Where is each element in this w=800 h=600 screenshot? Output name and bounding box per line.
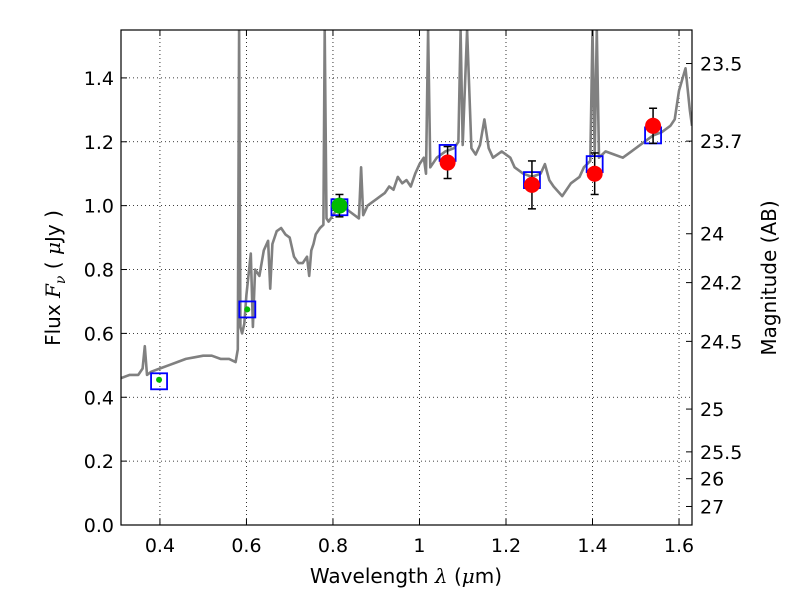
spectrum-line (121, 30, 692, 380)
right-tick-label: 25.5 (700, 442, 742, 464)
x-tick-label: 0.6 (231, 535, 261, 557)
y-tick-label: 0.0 (84, 515, 114, 537)
y-tick-label: 0.4 (84, 387, 114, 409)
plot-frame (120, 29, 693, 526)
x-axis: 0.4 0.6 0.8 1 1.2 1.4 1.6 (145, 30, 694, 557)
marker-layer (150, 107, 662, 391)
x-tick-label: 1.2 (491, 535, 521, 557)
y-tick-label: 0.2 (84, 451, 114, 473)
x-tick-label: 1.6 (664, 535, 694, 557)
observed-point (244, 306, 251, 313)
y-tick-label: 1.4 (84, 68, 114, 90)
model-square (238, 300, 257, 319)
x-tick-label: 0.8 (318, 535, 348, 557)
observed-point (439, 154, 456, 171)
y-tick-label: 0.8 (84, 260, 114, 282)
right-tick-label: 26 (700, 469, 724, 491)
right-tick-label: 27 (700, 496, 724, 518)
y-axis-right-label: Magnitude (AB) (757, 200, 781, 355)
observed-point (156, 376, 163, 383)
right-tick-label: 24 (700, 224, 724, 246)
right-tick-label: 24.5 (700, 331, 742, 353)
y-tick-label: 1.2 (84, 132, 114, 154)
grid-lines (121, 30, 692, 525)
x-tick-label: 1.4 (577, 535, 607, 557)
y-tick-label: 1.0 (84, 196, 114, 218)
model-square (150, 372, 168, 391)
observed-point (523, 176, 540, 193)
spectrum-layer (121, 30, 692, 380)
observed-point (586, 165, 603, 182)
y-tick-label: 0.6 (84, 323, 114, 345)
observed-point (645, 117, 662, 134)
right-tick-label: 24.2 (700, 273, 742, 295)
y-axis-label: Flux Fν ( μJy ) (41, 210, 69, 346)
right-tick-label: 23.5 (700, 54, 742, 76)
x-tick-label: 0.4 (145, 535, 175, 557)
x-axis-label: Wavelength λ (μm) (310, 564, 502, 588)
y-axis-left: 0.0 0.2 0.4 0.6 0.8 1.0 1.2 1.4 (84, 68, 127, 537)
right-tick-label: 23.7 (700, 131, 742, 153)
right-tick-label: 25 (700, 399, 724, 421)
observed-point (331, 197, 348, 214)
y-axis-right: 23.5 23.7 24 24.2 24.5 25 25.5 26 27 (686, 54, 742, 518)
x-tick-label: 1 (413, 535, 425, 557)
